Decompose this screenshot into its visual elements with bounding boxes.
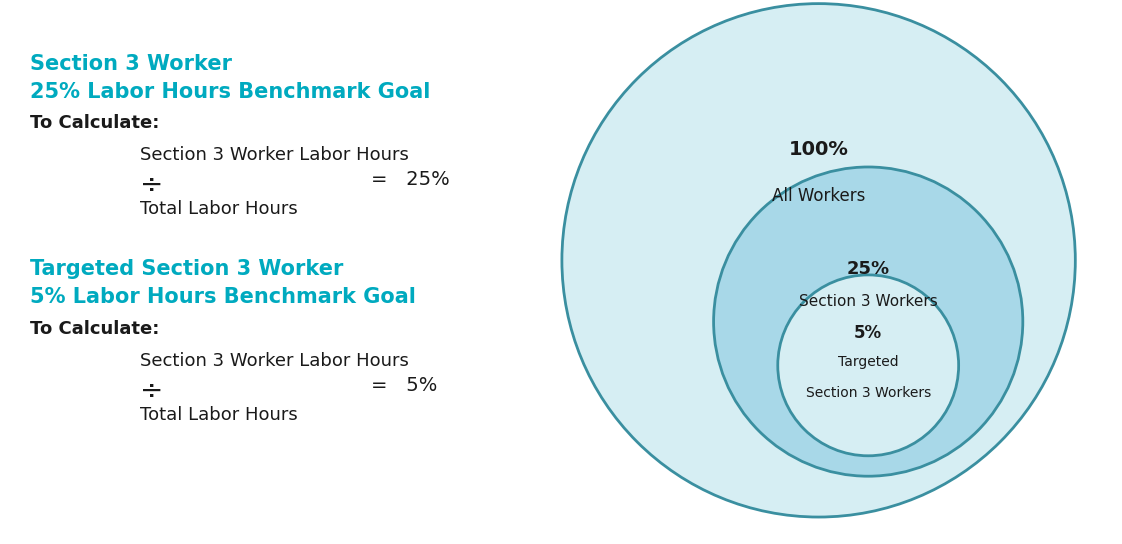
Text: To Calculate:: To Calculate:: [30, 114, 159, 132]
Text: Section 3 Workers: Section 3 Workers: [799, 294, 938, 308]
Circle shape: [778, 275, 958, 456]
Text: ÷: ÷: [140, 172, 164, 200]
Circle shape: [562, 4, 1075, 517]
Text: Targeted: Targeted: [838, 355, 899, 369]
Text: Total Labor Hours: Total Labor Hours: [140, 406, 298, 424]
Text: =   5%: = 5%: [370, 376, 438, 395]
Text: 25% Labor Hours Benchmark Goal: 25% Labor Hours Benchmark Goal: [30, 82, 431, 102]
Text: Section 3 Workers: Section 3 Workers: [806, 386, 931, 400]
Text: Section 3 Worker Labor Hours: Section 3 Worker Labor Hours: [140, 146, 410, 164]
Text: 5% Labor Hours Benchmark Goal: 5% Labor Hours Benchmark Goal: [30, 287, 416, 307]
Text: Section 3 Worker: Section 3 Worker: [30, 54, 232, 74]
Text: 25%: 25%: [847, 260, 890, 278]
Text: Total Labor Hours: Total Labor Hours: [140, 200, 298, 218]
Circle shape: [714, 167, 1023, 476]
Text: All Workers: All Workers: [772, 187, 865, 205]
Text: 5%: 5%: [854, 324, 882, 342]
Text: Section 3 Worker Labor Hours: Section 3 Worker Labor Hours: [140, 352, 410, 370]
Text: =   25%: = 25%: [370, 170, 450, 189]
Text: ÷: ÷: [140, 378, 164, 406]
Text: Targeted Section 3 Worker: Targeted Section 3 Worker: [30, 259, 343, 279]
Text: To Calculate:: To Calculate:: [30, 320, 159, 338]
Text: 100%: 100%: [789, 140, 848, 159]
